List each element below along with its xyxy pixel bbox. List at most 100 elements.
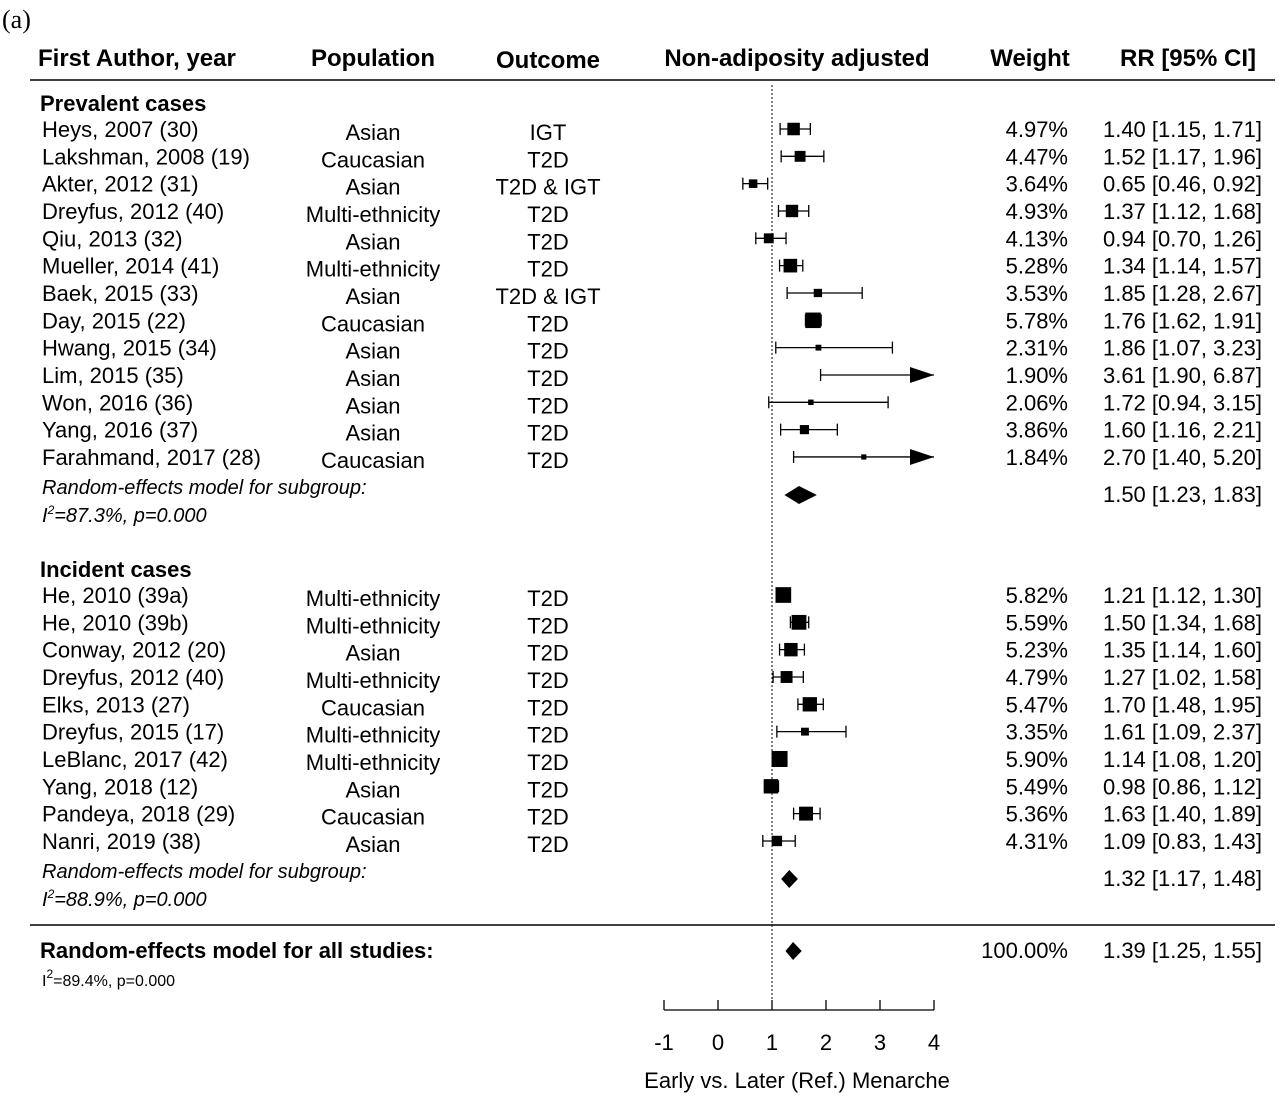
study-author: Heys, 2007 (30) <box>42 117 199 142</box>
point-estimate <box>794 150 806 162</box>
study-weight: 5.59% <box>1006 610 1068 635</box>
overall-rr-ci: 1.39 [1.25, 1.55] <box>1103 938 1262 963</box>
study-outcome: IGT <box>530 120 567 145</box>
point-estimate <box>801 727 809 736</box>
het-i-symbol: I <box>42 973 46 990</box>
study-population: Asian <box>345 832 400 857</box>
study-weight: 5.36% <box>1006 802 1068 827</box>
header-outcome: Outcome <box>496 47 600 74</box>
study-rr-ci: 1.35 [1.14, 1.60] <box>1103 638 1262 663</box>
study-author: Yang, 2016 (37) <box>42 418 198 443</box>
ci-arrow <box>910 448 934 465</box>
study-rr-ci: 1.27 [1.02, 1.58] <box>1103 665 1262 690</box>
het-superscript: 2 <box>47 503 55 517</box>
subgroup-summary-label: Random-effects model for subgroup: <box>42 861 367 883</box>
study-rr-ci: 1.34 [1.14, 1.57] <box>1103 254 1262 279</box>
study-rr-ci: 1.37 [1.12, 1.68] <box>1103 199 1262 224</box>
point-estimate <box>805 312 821 329</box>
panel-label: (a) <box>2 5 31 34</box>
point-estimate <box>780 671 793 683</box>
point-estimate <box>808 399 814 406</box>
study-population: Multi-ethnicity <box>306 586 440 611</box>
study-population: Caucasian <box>321 147 425 172</box>
study-weight: 5.47% <box>1006 692 1068 717</box>
point-estimate <box>791 614 807 630</box>
study-outcome: T2D & IGT <box>495 284 600 309</box>
study-outcome: T2D <box>527 147 569 172</box>
study-population: Caucasian <box>321 695 425 720</box>
study-outcome: T2D <box>527 613 569 638</box>
study-weight: 3.35% <box>1006 720 1068 745</box>
study-weight: 5.90% <box>1006 747 1068 772</box>
study-outcome: T2D <box>527 695 569 720</box>
point-estimate <box>787 122 800 136</box>
study-author: LeBlanc, 2017 (42) <box>42 747 228 772</box>
study-author: Pandeya, 2018 (29) <box>42 802 235 827</box>
study-weight: 4.31% <box>1006 829 1068 854</box>
study-rr-ci: 1.21 [1.12, 1.30] <box>1103 583 1262 608</box>
study-outcome: T2D <box>527 311 569 336</box>
point-estimate <box>785 204 799 218</box>
study-rr-ci: 1.72 [0.94, 3.15] <box>1103 390 1262 415</box>
point-estimate <box>813 288 823 298</box>
study-outcome: T2D <box>527 723 569 748</box>
study-rr-ci: 1.86 [1.07, 3.23] <box>1103 336 1262 361</box>
study-author: He, 2010 (39b) <box>42 610 189 635</box>
x-tick-label: 0 <box>712 1030 724 1055</box>
header-plot: Non-adiposity adjusted <box>664 45 929 72</box>
study-population: Multi-ethnicity <box>306 750 440 775</box>
study-author: He, 2010 (39a) <box>42 583 189 608</box>
study-weight: 3.64% <box>1006 172 1068 197</box>
study-outcome: T2D <box>527 202 569 227</box>
study-author: Farahmand, 2017 (28) <box>42 445 261 470</box>
study-population: Multi-ethnicity <box>306 613 440 638</box>
study-weight: 1.84% <box>1006 445 1068 470</box>
study-author: Conway, 2012 (20) <box>42 638 226 663</box>
study-author: Yang, 2018 (12) <box>42 774 198 799</box>
study-outcome: T2D <box>527 393 569 418</box>
point-estimate <box>763 779 779 794</box>
forest-marks <box>742 85 934 1010</box>
subgroup-rr-ci: 1.32 [1.17, 1.48] <box>1103 866 1262 891</box>
study-weight: 3.53% <box>1006 281 1068 306</box>
point-estimate <box>861 454 867 460</box>
study-weight: 5.49% <box>1006 774 1068 799</box>
header-population: Population <box>311 45 435 72</box>
study-outcome: T2D <box>527 586 569 611</box>
point-estimate <box>771 835 783 847</box>
study-population: Asian <box>345 421 400 446</box>
point-estimate <box>799 806 813 821</box>
subgroup-diamond <box>784 486 817 504</box>
point-estimate <box>802 697 817 712</box>
study-author: Baek, 2015 (33) <box>42 281 199 306</box>
het-superscript: 2 <box>47 887 55 901</box>
subgroup-diamond <box>781 870 798 888</box>
study-outcome: T2D <box>527 668 569 693</box>
het-value: =87.3%, p=0.000 <box>54 505 206 527</box>
study-population: Caucasian <box>321 805 425 830</box>
group-label: Incident cases <box>40 557 192 582</box>
point-estimate <box>799 425 809 435</box>
x-tick-label: -1 <box>654 1030 674 1055</box>
study-weight: 5.78% <box>1006 308 1068 333</box>
study-weight: 3.86% <box>1006 418 1068 443</box>
study-author: Dreyfus, 2012 (40) <box>42 199 224 224</box>
study-author: Day, 2015 (22) <box>42 308 186 333</box>
study-population: Asian <box>345 229 400 254</box>
study-population: Caucasian <box>321 448 425 473</box>
study-rr-ci: 1.40 [1.15, 1.71] <box>1103 117 1262 142</box>
group-label: Prevalent cases <box>40 91 206 116</box>
study-outcome: T2D <box>527 448 569 473</box>
study-rr-ci: 0.65 [0.46, 0.92] <box>1103 172 1262 197</box>
study-population: Multi-ethnicity <box>306 668 440 693</box>
study-population: Asian <box>345 393 400 418</box>
point-estimate <box>910 372 916 378</box>
study-population: Asian <box>345 175 400 200</box>
overall-weight: 100.00% <box>981 938 1068 963</box>
study-population: Caucasian <box>321 311 425 336</box>
study-rr-ci: 1.85 [1.28, 2.67] <box>1103 281 1262 306</box>
study-rr-ci: 0.94 [0.70, 1.26] <box>1103 226 1262 251</box>
study-rr-ci: 1.63 [1.40, 1.89] <box>1103 802 1262 827</box>
overall-heterogeneity: I2=89.4%, p=0.000 <box>42 967 175 990</box>
